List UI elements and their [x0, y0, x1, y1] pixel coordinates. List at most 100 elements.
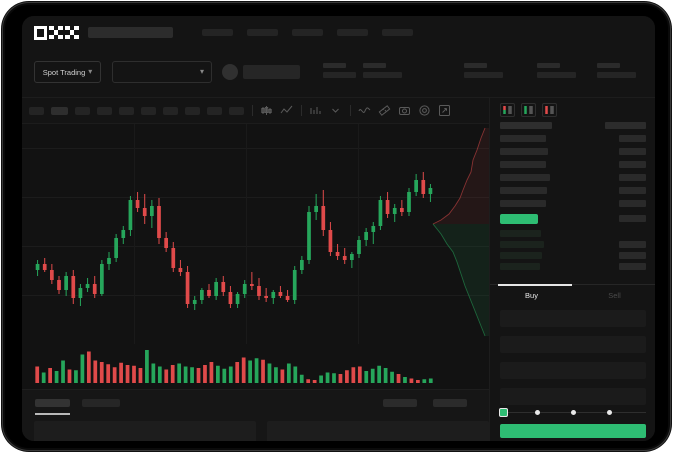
spot-trading-button[interactable]: Spot Trading ▾: [34, 61, 101, 83]
orderbook-view-toggles: [500, 103, 557, 117]
nav-item-2[interactable]: [292, 29, 323, 36]
order-form: [490, 306, 655, 441]
logo-k-icon: [49, 25, 63, 40]
orders-card-1: [267, 421, 489, 441]
slider-stop-75[interactable]: [607, 409, 612, 415]
nav-item-4[interactable]: [382, 29, 413, 36]
orderbook-last-amount: [619, 215, 646, 222]
candlestick-chart-icon[interactable]: [260, 104, 273, 117]
stat-value: [323, 72, 356, 78]
orderbook-ask-row[interactable]: [500, 161, 546, 168]
orders-tab-active-underline: [35, 413, 70, 415]
stat-block-4: [597, 63, 636, 78]
orders-tab-1[interactable]: [82, 399, 120, 407]
logo-o-icon: [34, 25, 47, 40]
stat-label: [464, 63, 487, 68]
camera-icon[interactable]: [398, 104, 411, 117]
order-field-1[interactable]: [500, 336, 646, 353]
orderbook-ask-row[interactable]: [500, 135, 546, 142]
chevron-down-icon: ▾: [88, 67, 93, 76]
orderbook-ask-amount: [619, 148, 646, 155]
top-header: [22, 16, 655, 49]
orderbook-bid-row[interactable]: [500, 252, 542, 259]
orderbook-asks-icon[interactable]: [542, 103, 557, 117]
chevron-down-icon[interactable]: [329, 104, 342, 117]
orders-action-0[interactable]: [383, 399, 417, 407]
order-field-0[interactable]: [500, 310, 646, 327]
timeframe-chip-4[interactable]: [119, 106, 134, 115]
timeframe-chip-3[interactable]: [97, 106, 112, 115]
search-input[interactable]: [88, 27, 173, 38]
stat-block-1: [363, 63, 402, 78]
price-chart[interactable]: [22, 124, 489, 344]
orderbook-ask-amount: [619, 135, 646, 142]
pair-select[interactable]: ▾: [112, 61, 212, 83]
orderbook-bids-icon[interactable]: [521, 103, 536, 117]
orderbook-ask-row[interactable]: [500, 148, 548, 155]
tab-sell[interactable]: Sell: [608, 291, 621, 300]
timeframe-chip-6[interactable]: [163, 106, 178, 115]
orders-panel: [22, 389, 489, 441]
order-field-2[interactable]: [500, 362, 646, 379]
orderbook-bid-amount: [619, 252, 646, 259]
orderbook-ask-row[interactable]: [500, 200, 546, 207]
orderbook-bid-row[interactable]: [500, 230, 541, 237]
orderbook-bid-row[interactable]: [500, 263, 540, 270]
nav-item-0[interactable]: [202, 29, 233, 36]
indicators-icon[interactable]: [309, 104, 322, 117]
buy-sell-tabs: Buy Sell: [490, 284, 655, 306]
orderbook-ask-amount: [619, 187, 646, 194]
toolbar-divider: [301, 105, 302, 116]
volume-series: [35, 350, 433, 383]
order-field-3[interactable]: [500, 388, 646, 405]
orderbook-both-icon[interactable]: [500, 103, 515, 117]
nav-item-1[interactable]: [247, 29, 278, 36]
orderbook-bid-amount: [619, 241, 646, 248]
stat-value: [597, 72, 636, 78]
candlestick-series: [35, 172, 433, 310]
timeframe-chip-8[interactable]: [207, 106, 222, 115]
nav-item-3[interactable]: [337, 29, 368, 36]
ruler-icon[interactable]: [378, 104, 391, 117]
line-chart-icon[interactable]: [280, 104, 293, 117]
toolbar-divider: [350, 105, 351, 116]
timeframe-chip-1[interactable]: [51, 106, 68, 115]
stat-label: [537, 63, 560, 68]
orders-tab-0[interactable]: [35, 399, 70, 407]
orderbook-ask-amount: [619, 161, 646, 168]
submit-buy-button[interactable]: [500, 424, 646, 438]
chevron-down-icon: ▾: [199, 67, 204, 76]
orders-action-1[interactable]: [433, 399, 467, 407]
orderbook[interactable]: [490, 122, 655, 275]
orderbook-header-price: [500, 122, 552, 129]
wave-icon[interactable]: [358, 104, 371, 117]
slider-stop-50[interactable]: [571, 409, 576, 415]
orders-card-0: [34, 421, 256, 441]
buy-tab-active-underline: [498, 284, 572, 286]
timeframe-chip-7[interactable]: [185, 106, 200, 115]
timeframe-chip-5[interactable]: [141, 106, 156, 115]
timeframe-chip-2[interactable]: [75, 106, 90, 115]
amount-slider[interactable]: [499, 407, 646, 417]
settings-icon[interactable]: [418, 104, 431, 117]
pair-avatar: [222, 64, 238, 80]
orderbook-bid-row[interactable]: [500, 241, 544, 248]
device-frame: Spot Trading ▾ ▾: [3, 3, 670, 450]
chart-toolbar: [22, 98, 489, 124]
stat-label: [363, 63, 386, 68]
stat-block-3: [537, 63, 576, 78]
slider-stop-25[interactable]: [535, 409, 540, 415]
pair-last-price: [243, 65, 300, 79]
orderbook-ask-row[interactable]: [500, 187, 547, 194]
fullscreen-icon[interactable]: [438, 104, 451, 117]
orderbook-ask-row[interactable]: [500, 174, 550, 181]
tab-buy[interactable]: Buy: [525, 291, 538, 300]
timeframe-chip-0[interactable]: [29, 106, 44, 115]
slider-handle[interactable]: [499, 407, 508, 417]
okx-logo[interactable]: [34, 25, 79, 40]
stat-value: [363, 72, 402, 78]
stat-value: [464, 72, 503, 78]
orderbook-header-amount: [605, 122, 646, 129]
stat-label: [323, 63, 346, 68]
timeframe-chip-9[interactable]: [229, 106, 244, 115]
